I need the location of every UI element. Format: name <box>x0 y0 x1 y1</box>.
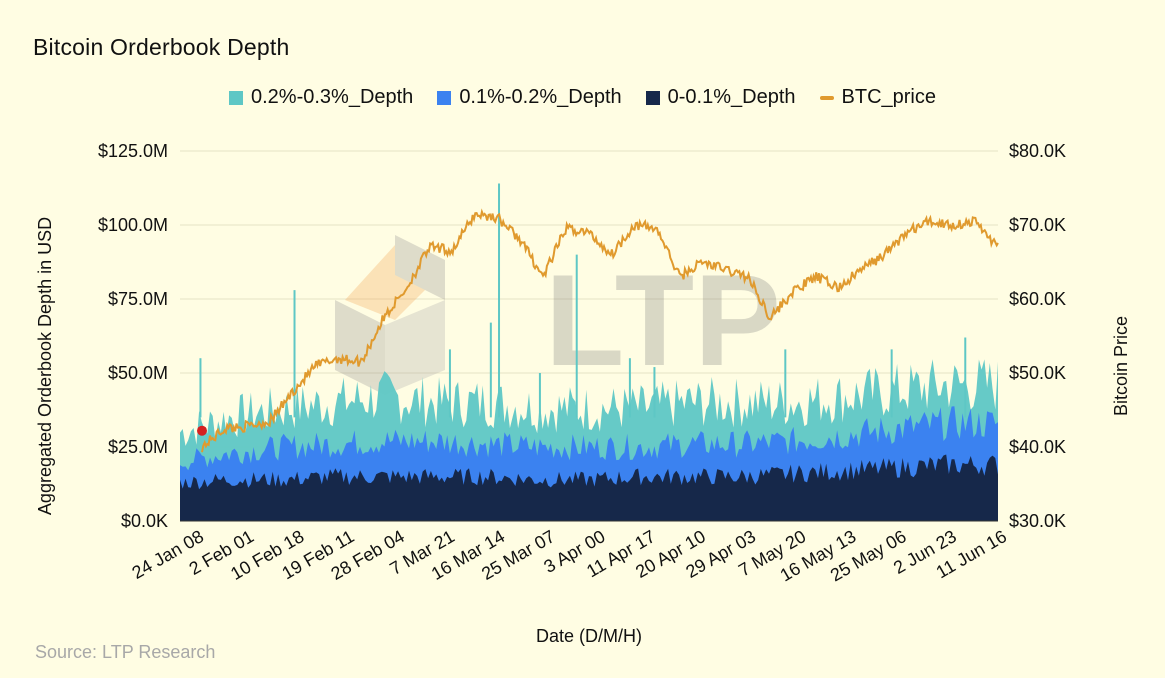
y-tick-label: $50.0M <box>108 363 168 383</box>
y2-tick-label: $70.0K <box>1009 215 1066 235</box>
y-axis-title: Aggregated Orderbook Depth in USD <box>35 217 55 515</box>
legend: 0.2%-0.3%_Depth 0.1%-0.2%_Depth 0-0.1%_D… <box>0 86 1165 109</box>
annotation-marks <box>197 425 207 436</box>
btc-price-line <box>201 208 999 453</box>
legend-item-btc-price[interactable]: BTC_price <box>819 86 936 109</box>
y-axis-left: $0.0K $25.0M $50.0M $75.0M $100.0M $125.0M <box>98 141 168 531</box>
watermark-logo: LTP <box>335 235 781 395</box>
y2-tick-label: $80.0K <box>1009 141 1066 161</box>
legend-label: BTC_price <box>841 86 936 108</box>
legend-swatch-teal <box>228 90 243 105</box>
y-axis-right: $30.0K $40.0K $50.0K $60.0K $70.0K $80.0K <box>1009 141 1066 531</box>
y2-tick-label: $60.0K <box>1009 289 1066 309</box>
y2-axis-title: Bitcoin Price <box>1111 316 1131 416</box>
area-0-0.1%_Depth <box>180 454 998 521</box>
watermark-diamond-left <box>335 300 385 395</box>
legend-swatch-navy <box>645 90 660 105</box>
watermark-text: LTP <box>545 247 781 393</box>
y2-tick-label: $30.0K <box>1009 511 1066 531</box>
depth-areas <box>180 183 998 521</box>
legend-label: 0-0.1%_Depth <box>667 86 796 108</box>
y-tick-label: $0.0K <box>121 511 168 531</box>
y-tick-label: $75.0M <box>108 289 168 309</box>
annotation-marker <box>197 425 207 436</box>
btc-price-path <box>201 208 999 453</box>
legend-label: 0.1%-0.2%_Depth <box>459 86 622 108</box>
legend-item-depth-0-01[interactable]: 0-0.1%_Depth <box>645 86 796 109</box>
legend-swatch-blue <box>437 90 452 105</box>
watermark-diamond-right <box>385 300 445 395</box>
y-tick-label: $125.0M <box>98 141 168 161</box>
y-tick-label: $25.0M <box>108 437 168 457</box>
chart-title: Bitcoin Orderbook Depth <box>33 34 290 60</box>
y2-tick-label: $40.0K <box>1009 437 1066 457</box>
legend-item-depth-02-03[interactable]: 0.2%-0.3%_Depth <box>228 86 414 109</box>
legend-item-depth-01-02[interactable]: 0.1%-0.2%_Depth <box>437 86 622 109</box>
x-axis-title: Date (D/M/H) <box>536 626 642 646</box>
y-tick-label: $100.0M <box>98 215 168 235</box>
y2-tick-label: $50.0K <box>1009 363 1066 383</box>
legend-label: 0.2%-0.3%_Depth <box>250 86 414 108</box>
legend-swatch-orange <box>819 95 834 100</box>
source-note: Source: LTP Research <box>35 642 216 662</box>
